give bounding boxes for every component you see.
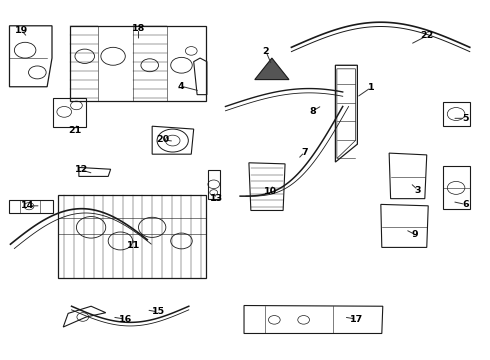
Text: 15: 15 bbox=[151, 307, 165, 316]
Text: 12: 12 bbox=[74, 166, 88, 175]
Text: 10: 10 bbox=[264, 187, 277, 196]
Text: 2: 2 bbox=[263, 47, 270, 56]
Text: 14: 14 bbox=[21, 201, 34, 210]
Text: 19: 19 bbox=[15, 26, 28, 35]
Text: 16: 16 bbox=[119, 315, 132, 324]
Text: 4: 4 bbox=[177, 82, 184, 91]
Text: 5: 5 bbox=[462, 114, 468, 123]
Text: 17: 17 bbox=[350, 315, 363, 324]
Text: 3: 3 bbox=[415, 185, 421, 194]
Text: 20: 20 bbox=[156, 135, 170, 144]
Text: 21: 21 bbox=[68, 126, 82, 135]
Polygon shape bbox=[255, 58, 289, 80]
Text: 7: 7 bbox=[301, 148, 308, 157]
Text: 22: 22 bbox=[420, 31, 433, 40]
Text: 8: 8 bbox=[309, 107, 316, 116]
Text: 6: 6 bbox=[462, 200, 468, 209]
Text: 18: 18 bbox=[132, 24, 145, 33]
Text: 11: 11 bbox=[127, 241, 140, 250]
Text: 9: 9 bbox=[412, 230, 418, 239]
Text: 13: 13 bbox=[210, 194, 223, 203]
Text: 1: 1 bbox=[368, 83, 374, 92]
